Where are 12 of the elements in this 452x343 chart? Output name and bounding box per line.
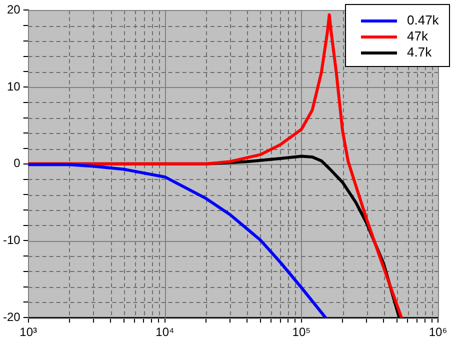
legend-label: 47k (407, 28, 428, 44)
x-tick-label: 10³ (20, 325, 38, 340)
x-tick-label: 10⁴ (156, 325, 174, 340)
y-tick-label: 0 (14, 156, 21, 170)
x-tick-label: 10⁶ (428, 325, 448, 340)
y-tick-label: -20 (3, 310, 21, 324)
y-tick-label: 20 (6, 2, 21, 17)
legend-label: 4.7k (407, 44, 432, 60)
y-tick-label: 10 (6, 79, 21, 94)
y-tick-label: -10 (3, 233, 21, 248)
x-tick-label: 10⁵ (292, 325, 311, 340)
legend-label: 0.47k (407, 12, 440, 28)
